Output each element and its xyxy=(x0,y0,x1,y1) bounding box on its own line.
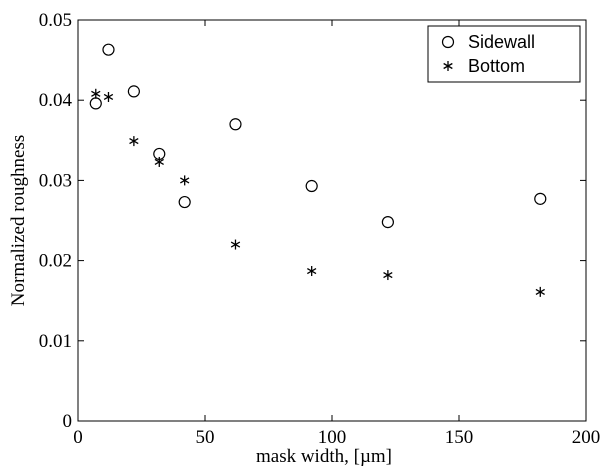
y-tick-label: 0.04 xyxy=(39,90,73,111)
x-tick-label: 50 xyxy=(196,427,215,448)
bottom-point xyxy=(307,266,317,277)
y-axis-label: Normalized roughness xyxy=(8,135,29,306)
y-tick-label: 0.05 xyxy=(39,10,72,31)
sidewall-point xyxy=(178,195,191,209)
axis-ticks xyxy=(77,19,587,422)
bottom-point xyxy=(91,88,101,99)
legend-marker-bottom xyxy=(443,61,453,71)
legend-label-sidewall: Sidewall xyxy=(468,32,535,52)
bottom-point xyxy=(383,270,393,281)
y-tick-label: 0 xyxy=(63,411,73,432)
x-tick-label: 0 xyxy=(73,427,83,448)
bottom-point xyxy=(103,91,114,102)
legend-label-bottom: Bottom xyxy=(468,56,525,76)
x-axis-label: mask width, [µm] xyxy=(256,446,392,467)
legend: Sidewall Bottom xyxy=(427,25,581,83)
tick-labels: 0 50 100 150 200 0 0.01 0.02 0.03 0.04 0.05 xyxy=(39,10,601,448)
series-sidewall xyxy=(89,43,547,229)
sidewall-point xyxy=(102,43,115,56)
sidewall-point xyxy=(89,97,102,110)
bottom-point xyxy=(535,286,545,297)
x-tick-label: 150 xyxy=(445,427,474,448)
sidewall-point xyxy=(127,85,140,98)
y-tick-label: 0.01 xyxy=(39,331,72,352)
bottom-point xyxy=(154,156,164,167)
bottom-point xyxy=(230,239,241,250)
x-tick-label: 200 xyxy=(572,427,601,448)
legend-box xyxy=(427,25,581,83)
sidewall-point xyxy=(305,179,318,193)
sidewall-point xyxy=(229,118,242,131)
bottom-point xyxy=(180,175,190,186)
data-points xyxy=(89,43,547,297)
bottom-point xyxy=(129,136,139,147)
sidewall-point xyxy=(381,216,394,229)
y-tick-label: 0.02 xyxy=(39,251,72,272)
sidewall-point xyxy=(534,192,547,205)
legend-marker-sidewall xyxy=(441,35,455,49)
series-bottom xyxy=(91,88,545,297)
y-tick-label: 0.03 xyxy=(39,170,72,191)
x-tick-label: 100 xyxy=(318,427,347,448)
